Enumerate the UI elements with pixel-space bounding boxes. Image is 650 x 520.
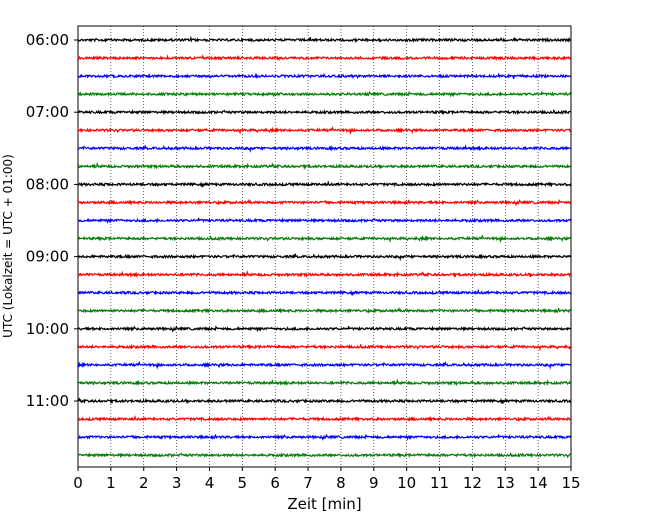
- trace-06:00: [77, 35, 572, 44]
- x-tick-label: 0: [73, 474, 83, 492]
- trace-08:45: [77, 234, 572, 244]
- trace-08:00: [77, 180, 572, 188]
- x-tick-label: 15: [561, 474, 580, 492]
- x-tick-label: 8: [336, 474, 346, 492]
- y-tick-label: 09:00: [26, 248, 69, 266]
- y-tick-label: 07:00: [26, 103, 69, 121]
- trace-08:15: [77, 198, 572, 207]
- y-axis-label: UTC (Lokalzeit = UTC + 01:00): [1, 154, 15, 338]
- trace-10:45: [77, 378, 572, 387]
- x-tick-label: 12: [463, 474, 482, 492]
- x-tick-label: 14: [529, 474, 548, 492]
- trace-09:15: [77, 269, 572, 279]
- trace-06:30: [77, 72, 571, 80]
- trace-11:45: [77, 451, 571, 459]
- trace-10:30: [77, 360, 572, 370]
- x-axis-ticks: 0 1 2 3 4 5 6 7 8 9 10 11 12 13 14 15: [73, 467, 581, 492]
- trace-06:45: [77, 90, 572, 98]
- x-tick-label: 6: [270, 474, 280, 492]
- y-axis-ticks: 06:00 07:00 08:00 09:00 10:00 11:00: [26, 31, 78, 410]
- y-tick-label: 11:00: [26, 392, 69, 410]
- x-tick-label: 4: [205, 474, 215, 492]
- trace-07:45: [77, 161, 572, 170]
- x-tick-label: 9: [369, 474, 379, 492]
- seismic-traces: [77, 35, 572, 459]
- x-tick-label: 3: [172, 474, 182, 492]
- x-tick-label: 7: [303, 474, 313, 492]
- x-tick-label: 2: [139, 474, 149, 492]
- trace-11:30: [77, 433, 572, 441]
- x-tick-label: 1: [106, 474, 116, 492]
- trace-07:30: [77, 144, 571, 154]
- y-tick-label: 10:00: [26, 320, 69, 338]
- trace-07:15: [77, 125, 571, 135]
- y-tick-label: 08:00: [26, 175, 69, 193]
- trace-11:00: [77, 397, 572, 405]
- y-tick-label: 06:00: [26, 31, 69, 49]
- x-tick-label: 11: [430, 474, 449, 492]
- trace-07:00: [77, 108, 572, 116]
- trace-09:00: [77, 253, 572, 262]
- trace-08:30: [77, 217, 572, 225]
- plot-frame: [77, 25, 572, 468]
- trace-10:00: [77, 325, 572, 333]
- x-tick-label: 10: [397, 474, 416, 492]
- x-axis-label: Zeit [min]: [287, 495, 361, 513]
- x-tick-label: 13: [496, 474, 515, 492]
- trace-11:15: [77, 414, 571, 423]
- trace-06:15: [77, 54, 572, 62]
- x-tick-label: 5: [238, 474, 248, 492]
- trace-10:15: [77, 343, 572, 352]
- trace-09:30: [77, 288, 571, 296]
- trace-09:45: [77, 306, 572, 314]
